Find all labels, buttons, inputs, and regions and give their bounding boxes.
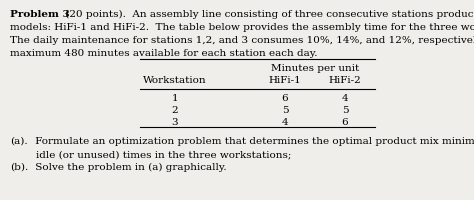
Text: HiFi-2: HiFi-2 [328,76,361,85]
Text: Minutes per unit: Minutes per unit [271,64,359,73]
Text: 1: 1 [172,94,178,103]
Text: (a).: (a). [10,137,27,146]
Text: 5: 5 [282,106,288,115]
Text: (20 points).  An assembly line consisting of three consecutive stations produces: (20 points). An assembly line consisting… [62,10,474,19]
Text: maximum 480 minutes available for each station each day.: maximum 480 minutes available for each s… [10,49,318,58]
Text: Problem 3: Problem 3 [10,10,70,19]
Text: The daily maintenance for stations 1,2, and 3 consumes 10%, 14%, and 12%, respec: The daily maintenance for stations 1,2, … [10,36,474,45]
Text: Formulate an optimization problem that determines the optimal product mix minimi: Formulate an optimization problem that d… [32,137,474,146]
Text: 6: 6 [282,94,288,103]
Text: 6: 6 [342,118,348,127]
Text: models: HiFi-1 and HiFi-2.  The table below provides the assembly time for the t: models: HiFi-1 and HiFi-2. The table bel… [10,23,474,32]
Text: 2: 2 [172,106,178,115]
Text: idle (or unused) times in the three workstations;: idle (or unused) times in the three work… [36,150,292,159]
Text: 4: 4 [282,118,288,127]
Text: 3: 3 [172,118,178,127]
Text: Workstation: Workstation [143,76,207,85]
Text: 4: 4 [342,94,348,103]
Text: Solve the problem in (a) graphically.: Solve the problem in (a) graphically. [32,163,227,172]
Text: HiFi-1: HiFi-1 [269,76,301,85]
Text: 5: 5 [342,106,348,115]
Text: (b).: (b). [10,163,28,172]
